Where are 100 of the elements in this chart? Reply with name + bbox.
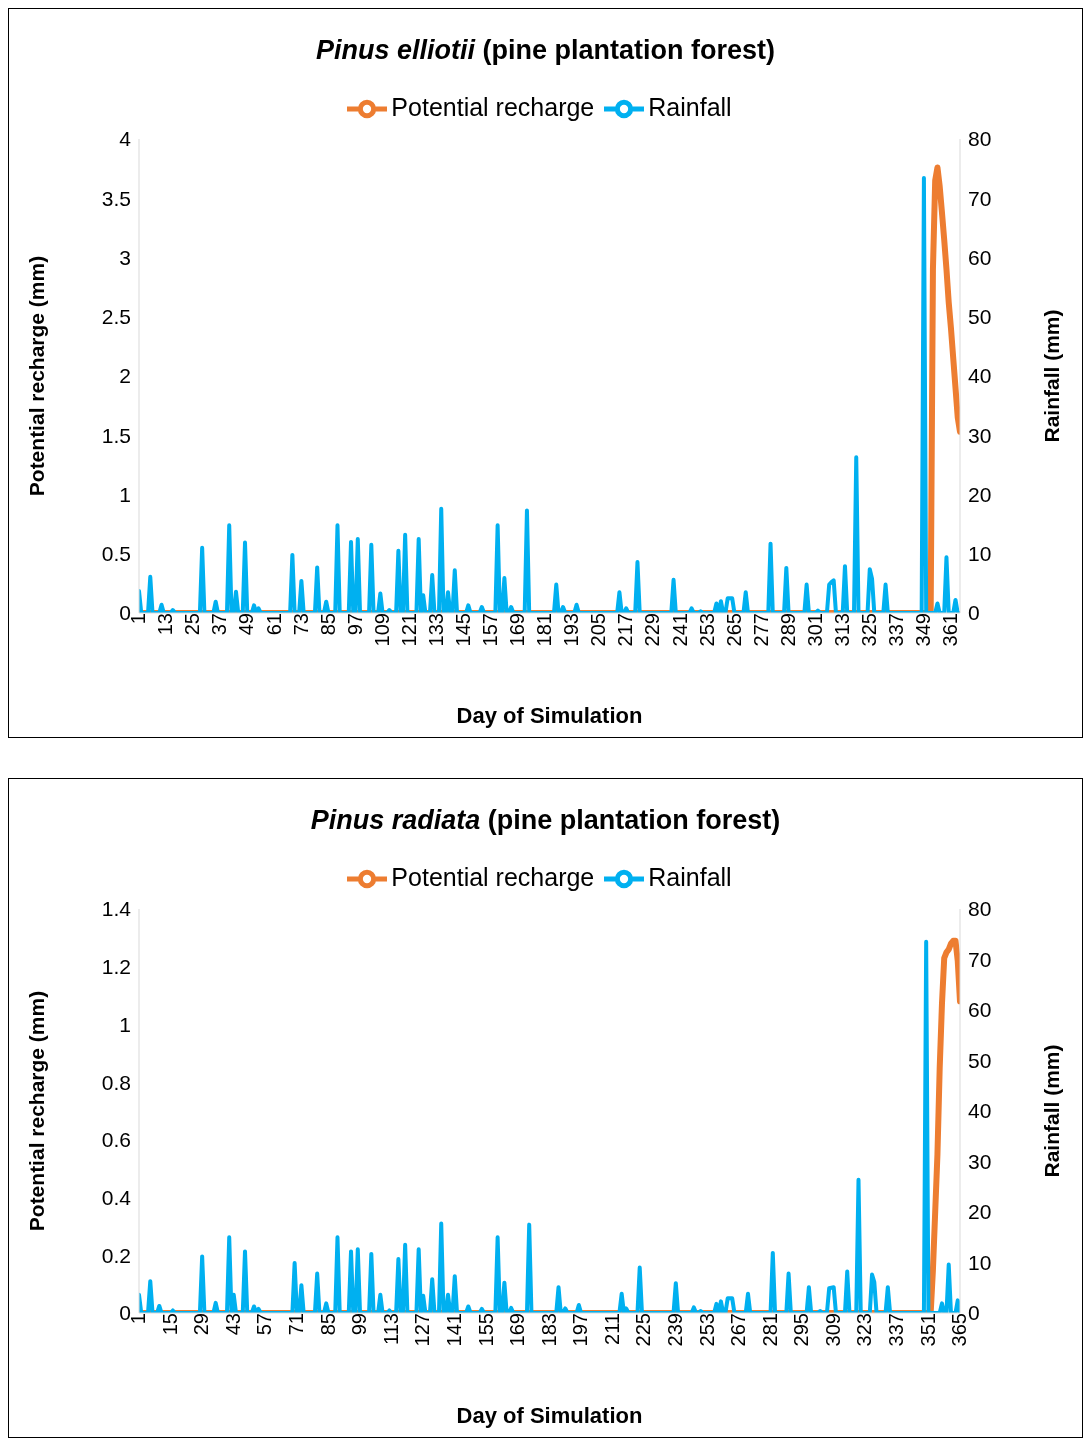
y-tick-label: 4 bbox=[119, 127, 132, 151]
y-tick-label: 1.2 bbox=[101, 955, 131, 979]
chart-title: Pinus elliotii (pine plantation forest) bbox=[315, 35, 776, 65]
y2-tick-label: 60 bbox=[968, 998, 992, 1022]
y-axis-title: Potential recharge (mm) bbox=[25, 255, 49, 497]
x-tick-label: 253 bbox=[695, 613, 718, 647]
y2-tick-label: 70 bbox=[968, 186, 992, 210]
y-tick-label: 1 bbox=[119, 1012, 131, 1036]
x-tick-label: 349 bbox=[912, 613, 935, 647]
x-tick-label: 97 bbox=[343, 613, 366, 636]
x-tick-label: 351 bbox=[916, 1313, 939, 1347]
y-tick-label: 3 bbox=[119, 245, 131, 269]
x-tick-label: 211 bbox=[600, 1313, 623, 1345]
x-tick-label: 265 bbox=[722, 613, 745, 647]
y2-tick-label: 70 bbox=[968, 947, 992, 971]
x-tick-label: 15 bbox=[158, 1313, 181, 1336]
x-tick-label: 73 bbox=[289, 613, 312, 636]
x-tick-label: 193 bbox=[560, 613, 583, 647]
y-tick-label: 0.8 bbox=[101, 1070, 131, 1094]
x-tick-label: 225 bbox=[632, 1313, 655, 1347]
y2-tick-label: 0 bbox=[968, 1301, 980, 1325]
x-tick-label: 361 bbox=[939, 613, 962, 647]
x-tick-label: 181 bbox=[533, 613, 556, 647]
x-tick-label: 157 bbox=[479, 613, 502, 647]
y2-tick-label: 50 bbox=[968, 1048, 992, 1072]
y2-tick-label: 50 bbox=[968, 305, 992, 329]
y-tick-label: 1.5 bbox=[101, 423, 131, 447]
x-tick-label: 217 bbox=[614, 613, 637, 647]
y2-tick-label: 30 bbox=[968, 1149, 992, 1173]
y2-tick-label: 10 bbox=[968, 542, 992, 566]
x-tick-label: 141 bbox=[442, 1313, 465, 1347]
y2-tick-label: 40 bbox=[968, 364, 992, 388]
x-tick-label: 183 bbox=[537, 1313, 560, 1347]
legend-label: Potential recharge bbox=[391, 92, 595, 121]
x-tick-label: 239 bbox=[664, 1313, 687, 1347]
legend-label: Rainfall bbox=[648, 92, 732, 121]
y2-tick-label: 30 bbox=[968, 423, 992, 447]
y2-tick-label: 0 bbox=[968, 601, 980, 625]
y2-tick-label: 60 bbox=[968, 245, 992, 269]
x-tick-label: 169 bbox=[506, 613, 529, 647]
x-tick-label: 229 bbox=[641, 613, 664, 647]
x-tick-label: 71 bbox=[285, 1313, 308, 1336]
x-tick-label: 323 bbox=[853, 1313, 876, 1347]
y2-tick-label: 80 bbox=[968, 897, 992, 921]
y-tick-label: 0.5 bbox=[101, 542, 131, 566]
y-tick-label: 0.2 bbox=[101, 1243, 131, 1267]
y-tick-label: 2 bbox=[119, 364, 131, 388]
x-axis-title: Day of Simulation bbox=[456, 1403, 643, 1428]
x-tick-label: 61 bbox=[262, 613, 285, 636]
x-tick-label: 337 bbox=[885, 613, 908, 647]
x-tick-label: 29 bbox=[190, 1313, 213, 1336]
x-tick-label: 145 bbox=[451, 613, 474, 647]
x-tick-label: 127 bbox=[411, 1313, 434, 1347]
y-tick-label: 0.4 bbox=[101, 1186, 132, 1210]
x-tick-label: 197 bbox=[569, 1313, 592, 1347]
y-tick-label: 2.5 bbox=[101, 305, 131, 329]
x-tick-label: 253 bbox=[695, 1313, 718, 1347]
x-tick-label: 155 bbox=[474, 1313, 497, 1347]
x-tick-label: 49 bbox=[235, 613, 258, 636]
x-axis-title: Day of Simulation bbox=[456, 703, 643, 728]
x-tick-label: 313 bbox=[830, 613, 853, 647]
x-tick-label: 267 bbox=[727, 1313, 750, 1347]
y-axis-title: Potential recharge (mm) bbox=[25, 990, 49, 1232]
x-tick-label: 277 bbox=[749, 613, 772, 647]
y2-axis-title: Rainfall (mm) bbox=[1040, 309, 1064, 443]
x-tick-label: 85 bbox=[316, 613, 339, 636]
x-tick-label: 113 bbox=[379, 1313, 402, 1345]
x-tick-label: 325 bbox=[857, 613, 880, 647]
x-tick-label: 121 bbox=[397, 613, 420, 647]
x-tick-label: 133 bbox=[424, 613, 447, 647]
y2-tick-label: 10 bbox=[968, 1250, 992, 1274]
x-tick-label: 13 bbox=[154, 613, 177, 636]
x-tick-label: 309 bbox=[821, 1313, 844, 1347]
x-tick-label: 289 bbox=[776, 613, 799, 647]
x-tick-label: 241 bbox=[668, 613, 691, 647]
x-tick-label: 37 bbox=[208, 613, 231, 636]
y2-tick-label: 20 bbox=[968, 1200, 992, 1224]
x-tick-label: 99 bbox=[348, 1313, 371, 1336]
x-tick-label: 85 bbox=[316, 1313, 339, 1336]
y2-axis-title: Rainfall (mm) bbox=[1040, 1044, 1064, 1178]
y2-tick-label: 20 bbox=[968, 482, 992, 506]
y-tick-label: 1.4 bbox=[101, 897, 132, 921]
x-tick-label: 281 bbox=[758, 1313, 781, 1347]
legend-label: Rainfall bbox=[648, 862, 732, 891]
x-tick-label: 169 bbox=[506, 1313, 529, 1347]
y-tick-label: 1 bbox=[119, 482, 131, 506]
x-tick-label: 295 bbox=[790, 1313, 813, 1347]
chart-title: Pinus radiata (pine plantation forest) bbox=[310, 805, 781, 835]
x-tick-label: 109 bbox=[370, 613, 393, 647]
y2-tick-label: 80 bbox=[968, 127, 992, 151]
x-tick-label: 57 bbox=[253, 1313, 276, 1336]
y-tick-label: 3.5 bbox=[101, 186, 131, 210]
x-tick-label: 337 bbox=[885, 1313, 908, 1347]
x-tick-label: 205 bbox=[587, 613, 610, 647]
y-tick-label: 0.6 bbox=[101, 1128, 131, 1152]
x-tick-label: 301 bbox=[803, 613, 826, 647]
legend-label: Potential recharge bbox=[391, 862, 595, 891]
y2-tick-label: 40 bbox=[968, 1099, 992, 1123]
x-tick-label: 25 bbox=[181, 613, 204, 636]
x-tick-label: 43 bbox=[221, 1313, 244, 1336]
